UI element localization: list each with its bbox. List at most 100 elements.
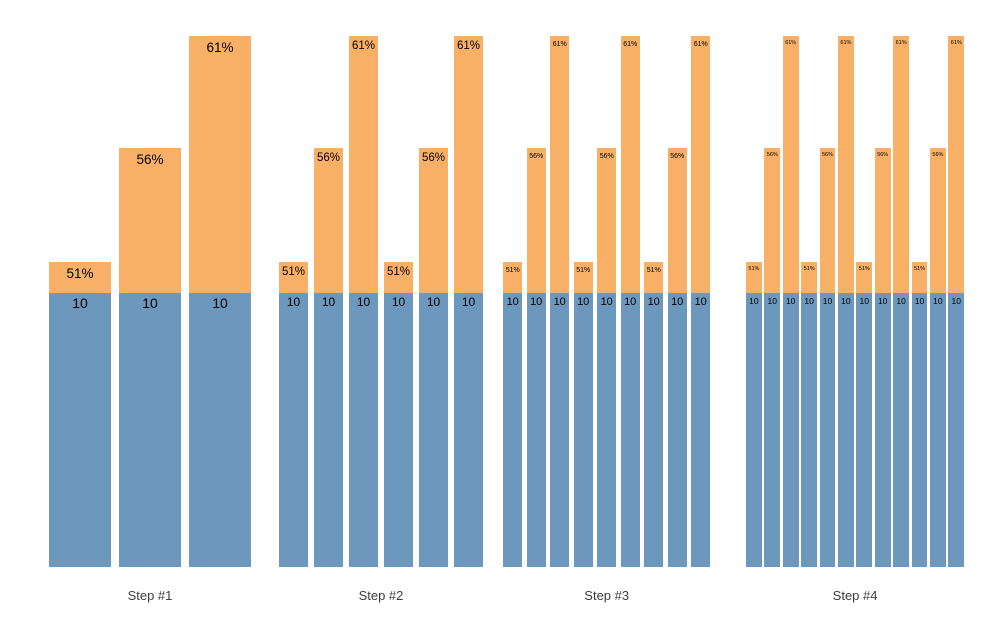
bar-base-segment: 10 bbox=[782, 293, 799, 567]
bar-base-segment: 10 bbox=[764, 293, 781, 567]
bar-value-label: 10 bbox=[577, 296, 590, 308]
bar-value-label: 10 bbox=[749, 296, 759, 306]
bar-value-label: 10 bbox=[859, 296, 870, 306]
bar-value-label: 10 bbox=[647, 296, 660, 308]
bar-percent-label: 61% bbox=[785, 40, 797, 46]
bar-base-segment: 10 bbox=[597, 293, 617, 567]
bar-base-segment: 10 bbox=[644, 293, 664, 567]
bar-percent-label: 56% bbox=[670, 153, 685, 160]
bar-percent-segment: 61% bbox=[948, 36, 965, 293]
bar-base-segment: 10 bbox=[503, 293, 523, 567]
bar-base-segment: 10 bbox=[526, 293, 546, 567]
bar-value-label: 10 bbox=[671, 296, 684, 308]
bar-base-segment: 10 bbox=[279, 293, 308, 567]
bar-percent-label: 51% bbox=[646, 267, 661, 274]
bar-percent-label: 61% bbox=[895, 40, 907, 46]
step-axis-label: Step #4 bbox=[832, 588, 878, 603]
bar-percent-segment: 61% bbox=[349, 36, 378, 293]
bar-value-label: 10 bbox=[600, 296, 613, 308]
bar-percent-segment: 51% bbox=[279, 262, 308, 293]
bar-base-segment: 10 bbox=[314, 293, 343, 567]
bar-base-segment: 10 bbox=[667, 293, 687, 567]
bar-percent-label: 56% bbox=[821, 152, 833, 158]
bar-percent-segment: 56% bbox=[874, 148, 891, 293]
bar-base-segment: 10 bbox=[573, 293, 593, 567]
step-axis-label: Step #3 bbox=[584, 588, 630, 603]
bar-percent-label: 61% bbox=[840, 40, 852, 46]
bar-percent-label: 56% bbox=[599, 153, 614, 160]
bar-base-segment: 10 bbox=[349, 293, 378, 567]
bar-base-segment: 10 bbox=[419, 293, 448, 567]
bar-percent-label: 61% bbox=[623, 41, 638, 48]
bar-percent-segment: 61% bbox=[550, 36, 570, 293]
bar-percent-label: 51% bbox=[386, 266, 411, 278]
bar-percent-segment: 51% bbox=[856, 262, 873, 293]
bar-percent-segment: 56% bbox=[314, 148, 343, 293]
bar-percent-segment: 51% bbox=[801, 262, 817, 293]
bar-base-segment: 10 bbox=[911, 293, 928, 567]
bar-percent-segment: 61% bbox=[893, 36, 909, 293]
bar-value-label: 10 bbox=[877, 296, 888, 306]
bar-value-label: 10 bbox=[694, 296, 707, 308]
bar-percent-segment: 56% bbox=[526, 148, 546, 293]
bar-percent-label: 61% bbox=[456, 40, 481, 52]
bar-value-label: 10 bbox=[426, 295, 441, 309]
bar-percent-segment: 51% bbox=[573, 262, 593, 293]
bar-percent-label: 56% bbox=[877, 152, 889, 158]
bar-percent-label: 56% bbox=[136, 152, 164, 167]
bar-base-segment: 10 bbox=[620, 293, 640, 567]
bar-percent-segment: 61% bbox=[782, 36, 799, 293]
bar-value-label: 10 bbox=[951, 296, 962, 306]
bar-percent-segment: 56% bbox=[764, 148, 781, 293]
bar-value-label: 10 bbox=[356, 295, 371, 309]
bar-base-segment: 10 bbox=[119, 293, 181, 567]
bar-percent-label: 51% bbox=[505, 267, 520, 274]
bar-value-label: 10 bbox=[785, 296, 796, 306]
bar-base-segment: 10 bbox=[856, 293, 873, 567]
bar-base-segment: 10 bbox=[838, 293, 854, 567]
bar-value-label: 10 bbox=[391, 295, 406, 309]
bar-value-label: 10 bbox=[767, 296, 778, 306]
bar-percent-label: 51% bbox=[576, 267, 591, 274]
bar-percent-segment: 56% bbox=[819, 148, 836, 293]
bar-percent-segment: 61% bbox=[691, 36, 711, 293]
bar-percent-segment: 61% bbox=[838, 36, 854, 293]
bar-base-segment: 10 bbox=[874, 293, 891, 567]
bar-base-segment: 10 bbox=[893, 293, 909, 567]
bar-base-segment: 10 bbox=[948, 293, 965, 567]
bar-value-label: 10 bbox=[896, 296, 906, 306]
bar-percent-label: 51% bbox=[281, 266, 306, 278]
bar-base-segment: 10 bbox=[49, 293, 111, 567]
bar-base-segment: 10 bbox=[384, 293, 413, 567]
bar-percent-segment: 56% bbox=[930, 148, 946, 293]
bar-percent-label: 51% bbox=[858, 266, 870, 272]
bar-percent-label: 56% bbox=[766, 152, 778, 158]
step-axis-label: Step #2 bbox=[358, 588, 404, 603]
bar-value-label: 10 bbox=[530, 296, 543, 308]
bar-percent-label: 51% bbox=[748, 266, 760, 272]
bar-base-segment: 10 bbox=[819, 293, 836, 567]
bar-value-label: 10 bbox=[142, 295, 158, 311]
bar-percent-segment: 61% bbox=[189, 36, 251, 293]
bar-value-label: 10 bbox=[212, 295, 228, 311]
bar-value-label: 10 bbox=[286, 295, 301, 309]
bar-percent-segment: 51% bbox=[911, 262, 928, 293]
bar-percent-segment: 56% bbox=[667, 148, 687, 293]
step-axis-label: Step #1 bbox=[127, 588, 173, 603]
bar-percent-label: 51% bbox=[803, 266, 815, 272]
bar-percent-segment: 51% bbox=[503, 262, 523, 293]
bar-percent-segment: 61% bbox=[454, 36, 483, 293]
bar-value-label: 10 bbox=[804, 296, 814, 306]
bar-percent-segment: 51% bbox=[644, 262, 664, 293]
bar-value-label: 10 bbox=[461, 295, 476, 309]
bar-value-label: 10 bbox=[321, 295, 336, 309]
bar-value-label: 10 bbox=[933, 296, 943, 306]
bar-base-segment: 10 bbox=[930, 293, 946, 567]
bar-base-segment: 10 bbox=[746, 293, 762, 567]
bar-base-segment: 10 bbox=[189, 293, 251, 567]
bar-percent-label: 51% bbox=[913, 266, 925, 272]
bar-base-segment: 10 bbox=[454, 293, 483, 567]
bar-percent-label: 61% bbox=[950, 40, 962, 46]
bar-percent-segment: 51% bbox=[746, 262, 762, 293]
bar-value-label: 10 bbox=[822, 296, 833, 306]
